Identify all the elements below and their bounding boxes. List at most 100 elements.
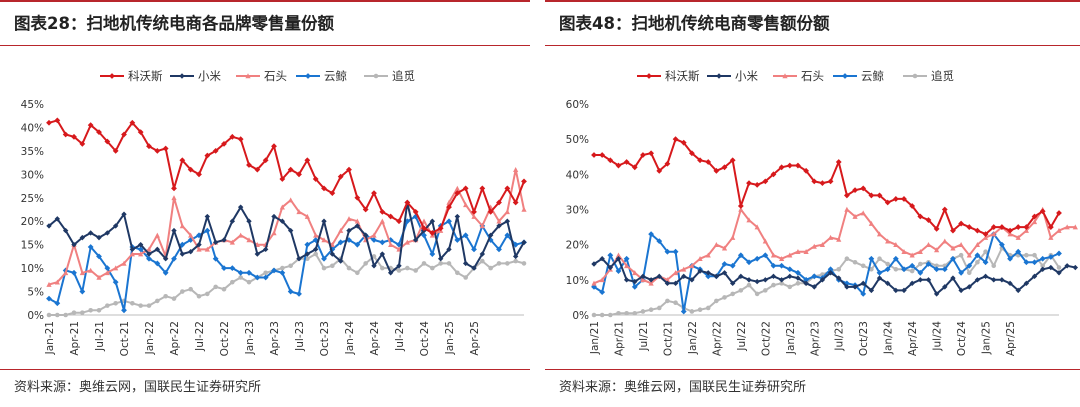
data-point — [96, 129, 102, 136]
legend-marker-point — [842, 73, 848, 79]
data-point — [371, 190, 377, 196]
data-point — [121, 260, 127, 266]
data-point — [982, 259, 989, 266]
data-point — [737, 203, 744, 209]
data-point — [624, 263, 630, 269]
data-point — [429, 218, 436, 224]
data-point — [1023, 224, 1030, 230]
data-point — [901, 287, 907, 294]
x-tick-label: Jan-21 — [44, 321, 56, 355]
data-point — [876, 231, 883, 237]
x-tick-label: Oct-21 — [119, 321, 131, 356]
x-tick-label: Apr-25 — [469, 321, 481, 356]
data-point — [171, 296, 177, 301]
data-point — [917, 213, 924, 220]
data-point — [787, 284, 793, 290]
y-tick-label: 20% — [566, 240, 589, 252]
x-tick-label: Apr-23 — [269, 321, 281, 356]
y-tick-label: 30% — [21, 169, 44, 181]
legend-label: 科沃斯 — [128, 69, 163, 83]
data-point — [204, 152, 211, 159]
data-point — [496, 199, 502, 206]
y-tick-label: 0% — [572, 310, 589, 322]
data-point — [1023, 259, 1030, 266]
data-point — [591, 283, 597, 290]
data-point — [346, 227, 352, 234]
top-rule — [0, 0, 530, 2]
data-point — [337, 239, 344, 246]
data-point — [958, 241, 964, 247]
data-point — [607, 264, 614, 271]
line-chart-volume-share: 科沃斯 小米 石头 云鲸 追觅 0% 5% 10% 15% 20% 25% 30% 35% 40% 45% J… — [21, 69, 527, 357]
legend-label: 科沃斯 — [665, 69, 700, 83]
data-point — [721, 164, 728, 171]
x-tick-label: Oct-22 — [219, 321, 231, 356]
data-point — [79, 270, 85, 276]
data-point — [1015, 234, 1021, 240]
data-point — [212, 147, 219, 154]
data-point — [795, 281, 801, 286]
data-point — [1023, 227, 1029, 233]
data-point — [616, 310, 621, 316]
data-point — [63, 270, 69, 276]
source-note: 资料来源：奥维云网，国联民生证券研究所 — [559, 380, 807, 395]
data-point — [204, 246, 210, 252]
data-point — [966, 224, 973, 230]
data-point — [1056, 227, 1062, 233]
data-point — [354, 223, 361, 229]
data-point — [852, 187, 858, 194]
data-point — [113, 265, 119, 271]
data-point — [852, 213, 858, 219]
data-point — [974, 241, 981, 247]
data-point — [304, 241, 311, 248]
data-point — [942, 238, 948, 244]
data-point — [925, 217, 932, 223]
data-point — [296, 171, 302, 178]
data-point — [1072, 224, 1078, 230]
data-point — [713, 167, 720, 174]
legend-label: 云鲸 — [324, 69, 347, 83]
data-point — [1039, 266, 1046, 272]
data-point — [982, 231, 989, 238]
data-point — [998, 224, 1005, 230]
data-point — [396, 268, 402, 273]
data-point — [430, 265, 435, 271]
data-point — [876, 269, 883, 276]
data-point — [941, 266, 948, 273]
x-tick-label: Oct-24 — [419, 321, 431, 357]
data-point — [246, 218, 252, 224]
series-line-kewosi — [48, 119, 525, 234]
x-tick-label: Apr/22 — [711, 321, 723, 356]
legend-label: 小米 — [198, 69, 221, 83]
data-point — [337, 258, 344, 264]
data-point — [950, 275, 956, 281]
data-point — [429, 230, 436, 236]
data-point — [262, 157, 269, 164]
data-point — [933, 291, 940, 297]
data-point — [884, 280, 891, 287]
data-point — [787, 252, 793, 258]
data-point — [746, 282, 752, 288]
data-point — [221, 286, 227, 292]
y-tick-label: 45% — [21, 99, 44, 111]
data-point — [738, 288, 744, 293]
data-point — [321, 265, 327, 271]
data-point — [146, 246, 152, 252]
x-tick-label: Oct/24 — [956, 321, 968, 356]
data-point — [615, 256, 622, 262]
data-point — [762, 238, 768, 244]
legend-item-kewosi: 科沃斯 — [100, 69, 163, 83]
data-point — [421, 261, 427, 266]
data-point — [521, 239, 527, 246]
data-point — [437, 256, 444, 262]
data-point — [46, 223, 52, 229]
series-line-xiaomi — [48, 201, 525, 274]
data-point — [162, 256, 169, 262]
data-point — [337, 173, 344, 180]
data-point — [623, 159, 630, 165]
data-point — [689, 309, 695, 314]
data-point — [877, 256, 882, 262]
data-point — [656, 305, 662, 311]
data-point — [321, 255, 327, 262]
data-point — [1007, 227, 1013, 234]
